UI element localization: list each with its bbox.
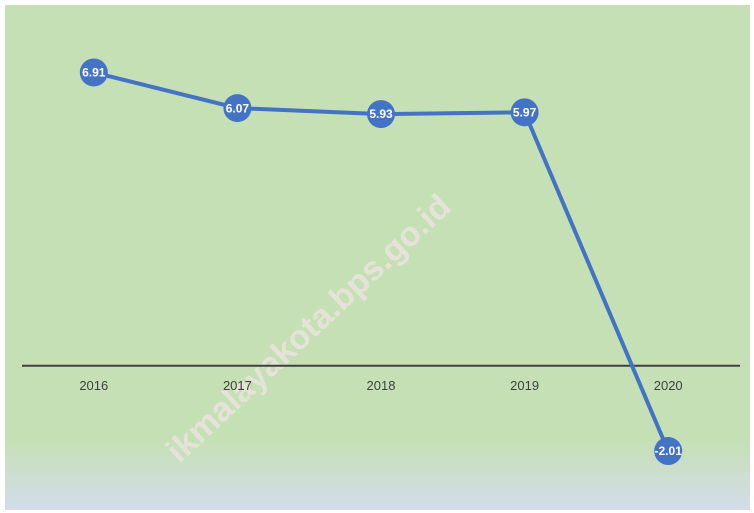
data-point	[510, 98, 539, 127]
x-tick-label: 2019	[510, 378, 539, 393]
x-tick-label: 2017	[223, 378, 252, 393]
data-label: -2.01	[655, 444, 683, 458]
data-label: 6.07	[226, 101, 250, 115]
data-label: 5.97	[513, 106, 537, 120]
data-point	[79, 58, 108, 87]
x-tick-label: 2016	[79, 378, 108, 393]
data-point	[223, 94, 252, 123]
plot-background	[5, 5, 750, 510]
x-tick-label: 2018	[367, 378, 396, 393]
x-tick-label: 2020	[654, 378, 683, 393]
data-label: 5.93	[369, 107, 393, 121]
data-point	[654, 437, 683, 466]
data-label: 6.91	[82, 66, 106, 80]
data-point	[367, 100, 395, 129]
